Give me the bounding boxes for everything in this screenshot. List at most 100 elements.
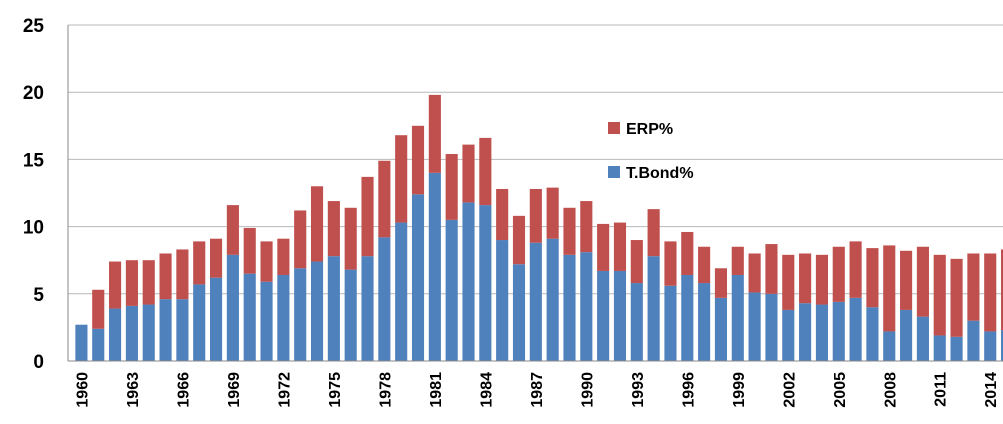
x-tick-label: 1969 xyxy=(226,372,243,408)
bar-segment xyxy=(277,238,290,275)
bar-segment xyxy=(782,254,795,310)
bar-segment xyxy=(294,210,307,269)
bar-segment xyxy=(714,297,728,361)
bar-segment xyxy=(75,324,88,361)
bar-segment xyxy=(799,253,812,304)
bar-segment xyxy=(260,281,273,361)
x-tick-label: 2005 xyxy=(832,372,849,408)
bar-segment xyxy=(479,137,492,206)
bar-segment xyxy=(411,125,425,195)
legend-label: ERP% xyxy=(626,121,673,138)
bar-segment xyxy=(327,256,340,361)
bar-segment xyxy=(243,227,256,274)
legend-swatch xyxy=(608,166,620,178)
y-tick-label: 5 xyxy=(33,285,44,306)
bar-segment xyxy=(277,274,290,361)
bar-segment xyxy=(950,258,963,337)
bar-segment xyxy=(226,205,239,255)
bar-segment xyxy=(900,250,913,310)
bar-segment xyxy=(310,186,324,262)
x-tick-label: 1999 xyxy=(731,372,748,408)
y-tick-label: 0 xyxy=(33,352,44,373)
bar-segment xyxy=(815,254,828,305)
bar-segment xyxy=(647,209,660,257)
bar-segment xyxy=(967,320,980,361)
bar-segment xyxy=(109,261,122,309)
x-tick-label: 1963 xyxy=(125,372,142,408)
x-tick-label: 1996 xyxy=(680,372,697,408)
bar-segment xyxy=(294,268,307,361)
bar-segment xyxy=(125,305,138,361)
bar-segment xyxy=(563,254,576,361)
x-tick-label: 1960 xyxy=(74,372,91,408)
bar-segment xyxy=(546,238,559,361)
bar-segment xyxy=(92,328,105,361)
bar-segment xyxy=(748,253,761,293)
x-tick-label: 1990 xyxy=(579,372,596,408)
bar-segment xyxy=(748,292,761,361)
y-tick-label: 20 xyxy=(23,83,44,104)
bar-segment xyxy=(462,202,475,361)
bar-segment xyxy=(933,335,946,361)
bar-segment xyxy=(193,241,206,285)
bar-segment xyxy=(967,253,980,321)
bar-segment xyxy=(226,254,239,361)
bar-segment xyxy=(765,293,778,361)
bar-segment xyxy=(378,160,391,238)
y-tick-label: 25 xyxy=(23,16,45,37)
bar-segment xyxy=(647,256,660,361)
bar-segment xyxy=(597,270,610,361)
x-tick-label: 1981 xyxy=(428,372,445,408)
bar-segment xyxy=(580,252,593,361)
bar-segment xyxy=(799,303,812,361)
bar-segment xyxy=(260,241,273,282)
bar-segment xyxy=(529,188,542,243)
x-tick-label: 2014 xyxy=(983,372,1000,408)
x-tick-label: 1972 xyxy=(276,372,293,408)
bar-segment xyxy=(209,277,223,361)
bar-segment xyxy=(681,274,694,361)
bar-segment xyxy=(782,309,795,361)
x-tick-label: 1975 xyxy=(327,372,344,408)
bar-segment xyxy=(1001,330,1003,361)
legend-swatch xyxy=(608,122,620,134)
bar-segment xyxy=(815,304,828,361)
bar-segment xyxy=(109,308,122,361)
x-tick-label: 1966 xyxy=(175,372,192,408)
bar-segment xyxy=(698,283,711,361)
bar-segment xyxy=(866,307,879,361)
bar-segment xyxy=(832,246,845,302)
bar-segment xyxy=(731,246,744,275)
bar-segment xyxy=(984,253,997,332)
bar-segment xyxy=(512,215,526,265)
bar-segment xyxy=(344,269,357,361)
bar-segment xyxy=(1001,249,1003,331)
bar-segment xyxy=(176,299,189,361)
bar-segment xyxy=(984,331,997,361)
bar-segment xyxy=(630,240,643,284)
x-tick-label: 1984 xyxy=(478,372,495,408)
bar-segment xyxy=(883,245,896,332)
bar-segment xyxy=(378,237,391,361)
bar-segment xyxy=(916,316,929,361)
y-tick-label: 10 xyxy=(23,218,44,239)
bar-segment xyxy=(546,187,559,239)
bar-segment xyxy=(411,194,425,361)
bar-segment xyxy=(92,289,105,329)
x-tick-label: 1993 xyxy=(630,372,647,408)
legend-label: T.Bond% xyxy=(626,165,694,182)
bar-segment xyxy=(428,172,441,361)
bar-segment xyxy=(243,273,256,361)
bar-segment xyxy=(395,222,408,361)
bar-segment xyxy=(479,205,492,361)
bar-segment xyxy=(950,336,963,361)
bar-segment xyxy=(395,135,408,223)
bar-segment xyxy=(613,270,627,361)
bar-segment xyxy=(361,256,374,361)
bar-segment xyxy=(664,241,677,286)
bar-segment xyxy=(849,297,862,361)
bar-segment xyxy=(428,94,441,173)
bar-segment xyxy=(462,144,475,203)
